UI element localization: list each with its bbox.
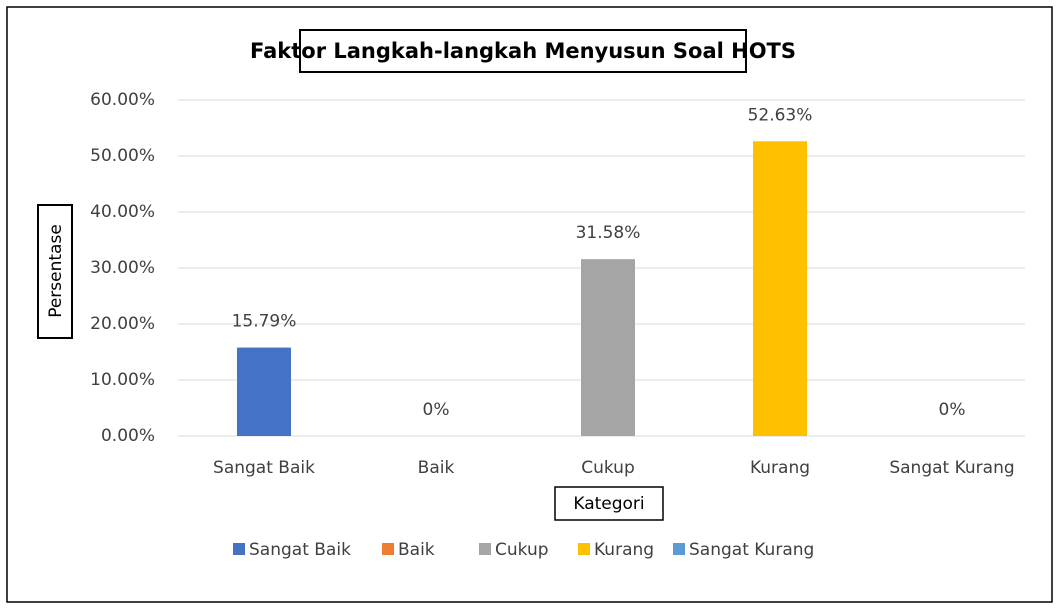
legend-label: Cukup <box>495 540 549 560</box>
data-label: 0% <box>423 400 450 420</box>
y-tick-label: 50.00% <box>90 146 155 166</box>
x-tick-label: Sangat Baik <box>213 458 315 478</box>
legend-swatch <box>382 543 394 555</box>
title-box <box>299 29 747 73</box>
y-tick-label: 60.00% <box>90 90 155 110</box>
data-label: 0% <box>939 400 966 420</box>
data-label: 52.63% <box>748 105 813 125</box>
legend-swatch <box>673 543 685 555</box>
y-axis-label: Persentase <box>46 224 66 318</box>
bar <box>237 347 291 436</box>
x-tick-label: Sangat Kurang <box>889 458 1014 478</box>
data-label: 31.58% <box>576 223 641 243</box>
legend-label: Baik <box>398 540 435 560</box>
x-tick-label: Baik <box>418 458 455 478</box>
data-label: 15.79% <box>232 312 297 332</box>
x-axis-label: Kategori <box>573 494 644 514</box>
chart-border <box>6 6 1053 603</box>
x-tick-label: Cukup <box>581 458 635 478</box>
y-tick-label: 0.00% <box>101 426 155 446</box>
bar <box>581 259 635 436</box>
y-tick-label: 40.00% <box>90 202 155 222</box>
y-tick-label: 20.00% <box>90 314 155 334</box>
legend-swatch <box>233 543 245 555</box>
chart-title: Faktor Langkah-langkah Menyusun Soal HOT… <box>250 39 796 63</box>
y-label-box <box>37 204 73 339</box>
y-tick-label: 30.00% <box>90 258 155 278</box>
legend-label: Kurang <box>594 540 654 560</box>
x-tick-label: Kurang <box>750 458 810 478</box>
y-tick-label: 10.00% <box>90 370 155 390</box>
x-label-box <box>554 486 664 521</box>
legend-swatch <box>578 543 590 555</box>
legend-label: Sangat Baik <box>249 540 351 560</box>
bar <box>753 141 807 436</box>
legend-swatch <box>479 543 491 555</box>
legend-label: Sangat Kurang <box>689 540 814 560</box>
